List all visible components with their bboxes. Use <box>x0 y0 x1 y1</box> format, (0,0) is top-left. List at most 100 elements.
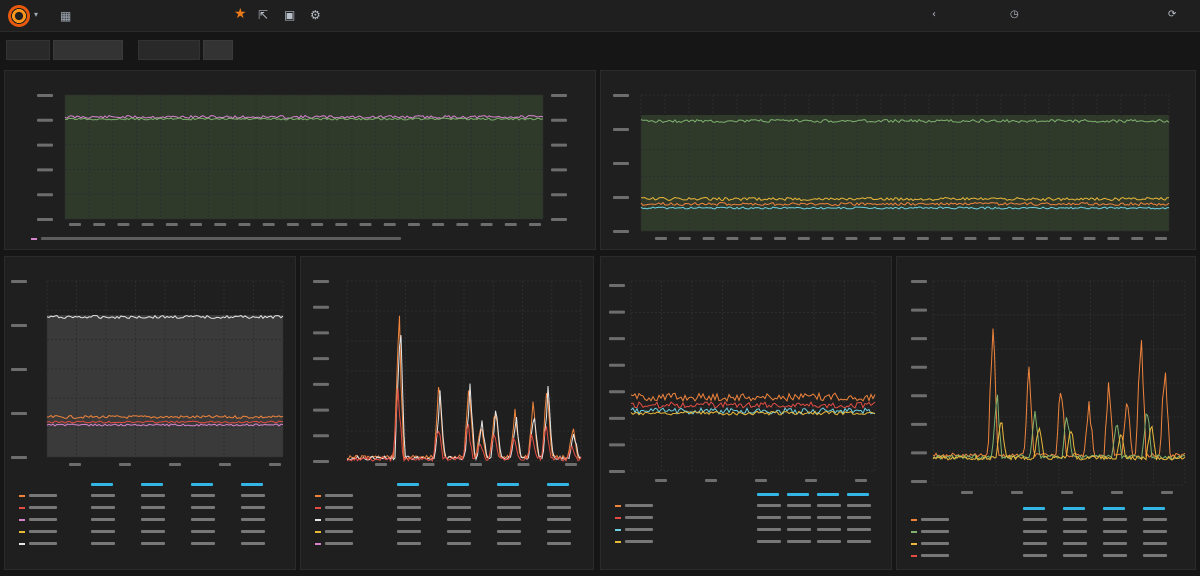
time-shift-back-icon[interactable]: ‹ <box>932 9 936 20</box>
legend-table <box>19 483 265 545</box>
chevron-down-icon[interactable]: ▾ <box>34 10 39 19</box>
x-axis-ticks <box>961 491 1173 494</box>
graph-canvas[interactable] <box>301 257 595 571</box>
legend-table <box>615 493 871 543</box>
legend-table <box>315 483 571 545</box>
legend-row[interactable] <box>911 518 1167 521</box>
legend-row[interactable] <box>315 518 571 521</box>
legend-header <box>497 483 519 486</box>
legend-row[interactable] <box>615 504 871 507</box>
grafana-logo-icon[interactable] <box>8 5 30 27</box>
x-axis-ticks <box>69 223 541 226</box>
legend-header <box>447 483 469 486</box>
y-axis-left-ticks <box>609 284 625 473</box>
legend-header <box>817 493 839 496</box>
series-line <box>630 410 876 416</box>
series-line <box>630 407 875 415</box>
grid-lines <box>46 280 284 458</box>
grid-lines <box>64 94 544 220</box>
series-line <box>346 335 582 462</box>
x-axis-ticks <box>375 463 577 466</box>
graph-panel-2[interactable] <box>600 70 1196 250</box>
legend-row[interactable] <box>911 542 1167 545</box>
series-line <box>64 117 544 121</box>
legend-header <box>191 483 213 486</box>
series-line <box>640 206 1170 210</box>
legend-header <box>757 493 779 496</box>
legend-row[interactable] <box>19 530 265 533</box>
y-axis-right-ticks <box>551 94 567 221</box>
y-axis-left-ticks <box>313 280 329 463</box>
graph-canvas[interactable] <box>5 71 597 251</box>
legend-header <box>1143 507 1165 510</box>
graph-panel-6[interactable] <box>896 256 1196 570</box>
series-line <box>346 388 582 463</box>
graph-canvas[interactable] <box>601 257 893 571</box>
y-axis-left-ticks <box>613 94 629 233</box>
legend-header <box>547 483 569 486</box>
series-line <box>640 201 1170 207</box>
template-variable-select-1[interactable] <box>53 40 123 60</box>
y-axis-left-ticks <box>11 280 27 459</box>
legend-header <box>241 483 263 486</box>
series-line <box>46 414 284 420</box>
refresh-icon[interactable]: ⟳ <box>1168 9 1177 20</box>
series-line <box>46 423 284 427</box>
x-axis-ticks <box>655 479 867 482</box>
legend-row[interactable] <box>19 542 265 545</box>
legend-row[interactable] <box>315 494 571 497</box>
legend-row[interactable] <box>911 530 1167 533</box>
legend-row[interactable] <box>315 530 571 533</box>
grid-lines <box>630 280 876 472</box>
legend-row[interactable] <box>19 506 265 509</box>
legend-header <box>397 483 419 486</box>
legend-row[interactable] <box>615 516 871 519</box>
legend-header <box>141 483 163 486</box>
clock-icon: ◷ <box>1010 9 1019 20</box>
legend-header <box>1023 507 1045 510</box>
share-icon[interactable]: ⇱ <box>258 8 269 22</box>
legend-header <box>1063 507 1085 510</box>
legend-row[interactable] <box>315 542 571 545</box>
gear-icon[interactable]: ⚙ <box>310 8 321 22</box>
graph-canvas[interactable] <box>897 257 1197 571</box>
top-navbar: ▾ ▦ ★ ⇱ ▣ ⚙ ‹ ◷ ⟳ <box>0 0 1200 32</box>
legend-row[interactable] <box>911 554 1167 557</box>
series-line <box>932 328 1186 459</box>
template-variable-select-2[interactable] <box>203 40 233 60</box>
legend-header <box>787 493 809 496</box>
star-icon[interactable]: ★ <box>234 6 247 22</box>
save-icon[interactable]: ▣ <box>284 8 296 22</box>
legend-row[interactable] <box>19 518 265 521</box>
series-line <box>641 196 1169 202</box>
legend-row[interactable] <box>615 528 871 531</box>
x-axis-ticks <box>69 463 281 466</box>
legend-header <box>91 483 113 486</box>
template-variable-label-1 <box>6 40 50 60</box>
series-line <box>46 314 284 320</box>
inline-legend[interactable] <box>31 237 401 240</box>
graph-panel-1[interactable] <box>4 70 596 250</box>
series-line <box>46 420 283 424</box>
graph-panel-5[interactable] <box>600 256 892 570</box>
series-line <box>640 118 1170 124</box>
graph-panel-3[interactable] <box>4 256 296 570</box>
x-axis-ticks <box>655 237 1167 240</box>
y-axis-left-ticks <box>37 94 53 221</box>
legend-row[interactable] <box>315 506 571 509</box>
legend-header <box>1103 507 1125 510</box>
graph-canvas[interactable] <box>601 71 1197 251</box>
series-line <box>630 391 876 403</box>
series-line <box>932 422 1186 461</box>
grid-lines <box>346 280 582 462</box>
graph-canvas[interactable] <box>5 257 297 571</box>
series-line <box>630 400 876 409</box>
legend-row[interactable] <box>19 494 265 497</box>
legend-table <box>911 507 1167 557</box>
legend-header <box>847 493 869 496</box>
legend-row[interactable] <box>615 540 871 543</box>
series-line <box>64 114 544 120</box>
graph-panel-4[interactable] <box>300 256 594 570</box>
dashboard-grid-icon: ▦ <box>60 9 72 23</box>
y-axis-left-ticks <box>911 280 927 483</box>
